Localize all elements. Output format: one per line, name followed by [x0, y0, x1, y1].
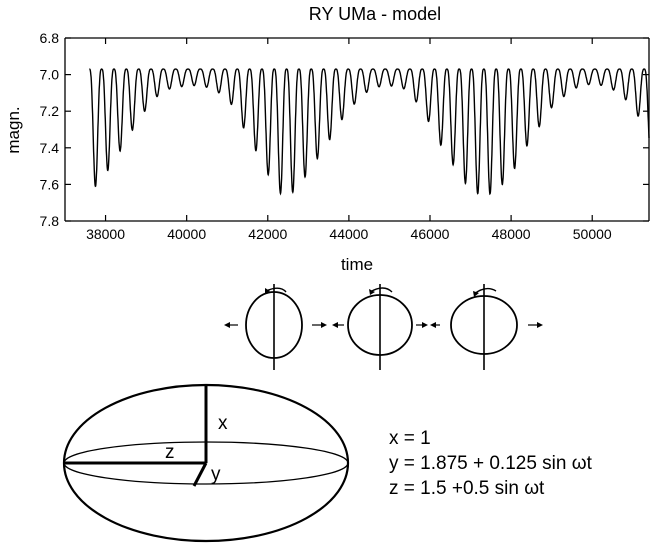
x-axis-label: time — [341, 255, 373, 274]
y-axis-label: magn. — [4, 106, 23, 153]
axis-equations: x = 1 y = 1.875 + 0.125 sin ωt z = 1.5 +… — [389, 428, 593, 499]
star-2-right-arrowhead-icon — [422, 322, 428, 328]
x-tick-label: 40000 — [167, 226, 206, 242]
star-2-arrowhead-icon — [369, 289, 375, 295]
x-tick-label: 38000 — [86, 226, 125, 242]
y-semi-axis — [192, 462, 208, 487]
oval-star-1 — [224, 284, 327, 370]
y-tick-label: 7.6 — [40, 176, 60, 192]
equation-z: z = 1.5 +0.5 sin ωt — [389, 478, 545, 499]
oval-star-2 — [332, 284, 428, 370]
oval-star-3 — [430, 284, 543, 370]
x-axis-letter: x — [218, 413, 228, 434]
rotating-star-schematic — [224, 284, 543, 370]
star-1-arrowhead-icon — [265, 288, 270, 294]
y-tick-label: 6.8 — [40, 30, 60, 46]
star-3-left-arrowhead-icon — [430, 322, 436, 328]
equation-x: x = 1 — [389, 428, 431, 449]
y-tick-label: 7.4 — [40, 140, 60, 156]
y-tick-label: 7.0 — [40, 67, 60, 83]
series-line — [89, 68, 650, 196]
x-tick-label: 50000 — [573, 226, 612, 242]
equation-y: y = 1.875 + 0.125 sin ωt — [389, 453, 593, 474]
star-3-arrowhead-icon — [473, 291, 479, 297]
star-2-left-arrowhead-icon — [332, 322, 338, 328]
x-tick-label: 42000 — [248, 226, 287, 242]
x-axis-ticks: 38000 40000 42000 44000 46000 48000 50000 — [86, 38, 612, 242]
z-axis-letter: z — [165, 442, 175, 463]
plot-frame — [64, 37, 650, 222]
chart-title: RY UMa - model — [309, 4, 441, 24]
x-tick-label: 44000 — [329, 226, 368, 242]
star-3-right-arrowhead-icon — [537, 322, 543, 328]
y-axis-ticks: 6.8 7.0 7.2 7.4 7.6 7.8 — [40, 30, 649, 229]
light-curve-chart: RY UMa - model 6.8 7.0 7.2 7.4 7.6 7.8 38000 4… — [4, 4, 650, 274]
y-axis-letter: y — [211, 464, 221, 485]
x-tick-label: 46000 — [411, 226, 450, 242]
y-tick-label: 7.8 — [40, 213, 60, 229]
y-tick-label: 7.2 — [40, 103, 60, 119]
star-1-left-arrowhead-icon — [224, 322, 230, 328]
star-1-right-arrowhead-icon — [321, 322, 327, 328]
x-tick-label: 48000 — [492, 226, 531, 242]
ellipsoid-diagram: x z y x = 1 y = 1.875 + 0.125 sin ωt z =… — [62, 383, 593, 543]
